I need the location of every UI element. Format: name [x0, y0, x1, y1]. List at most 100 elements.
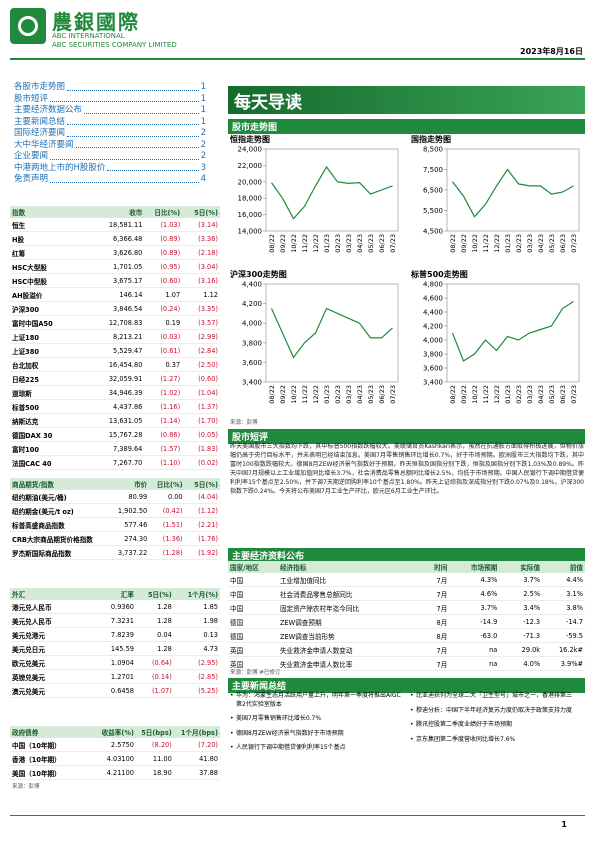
header-cell: 商品期货/指数 [10, 478, 95, 490]
bullet: • [230, 692, 234, 699]
cell: 7月 [413, 600, 450, 615]
cell: 18.90 [135, 765, 174, 780]
header-cell: 收益率(%) [85, 726, 136, 738]
table-row: 中国（10年期） 2.5750 (8.20) (7.20) [10, 738, 220, 752]
cell: 纳斯达克 [10, 413, 86, 428]
y-tick-label: 4,600 [423, 295, 443, 303]
cell: 恒生 [10, 218, 86, 232]
table-row: 标普500 4,437.86 (1.16) (1.37) [10, 399, 220, 414]
cell: 德国 [228, 628, 278, 643]
cell: (3.04) [182, 259, 220, 274]
mini-chart: 国指走势图 4,500 5,500 6,500 7,500 8,500 08/22 09/22… [411, 134, 580, 253]
y-tick-label: 4,200 [242, 300, 262, 308]
cell: 32,059.91 [85, 371, 145, 386]
cell: 7,389.64 [85, 441, 145, 456]
section-band: 股市走势图 [228, 119, 585, 134]
cell: 4.6% [449, 586, 500, 601]
date: 2023年8月16日 [520, 47, 583, 56]
news-text: 穆迪分析：中国下半年经济复苏力度仍取决于政策支持力度 [416, 706, 573, 714]
news-item: • 人民银行下调中期借贷便利利率15个基点 [230, 744, 405, 753]
y-tick-label: 22,000 [238, 162, 263, 170]
cell: 美元兑港元 [10, 627, 86, 642]
cell: 1,902.50 [94, 503, 150, 518]
y-tick-label: 16,000 [238, 211, 263, 219]
cell: (3.36) [182, 231, 220, 246]
cell: 0.19 [144, 315, 183, 330]
source: 来源：彭博 [230, 420, 258, 426]
header-cell: 市场预期 [449, 561, 500, 573]
cell: 1.28 [135, 613, 174, 628]
table-row: AH股溢价 146.14 1.07 1.12 [10, 287, 220, 302]
x-tick-label: 05/23 [548, 234, 556, 253]
index-line [451, 300, 574, 362]
news-text: 京东集团第二季度营收同比增长7.6% [416, 735, 516, 743]
plot-frame [446, 283, 580, 383]
table-row: 台北加权 16,454.80 0.37 (2.50) [10, 357, 220, 372]
cell: 中国 [228, 600, 278, 615]
table-row: 纽约期油(美元/桶) 80.99 0.00 (4.04) [10, 490, 220, 504]
cell: 80.99 [94, 490, 150, 504]
cell: 4.3% [449, 573, 500, 587]
chart-title: 国指走势图 [411, 134, 451, 144]
cell: 577.46 [94, 517, 150, 532]
cell: 美元兑人民币 [10, 613, 86, 628]
table-row: 港元兑人民币 0.9360 1.28 1.85 [10, 600, 220, 614]
x-tick-label: 07/23 [570, 234, 578, 253]
cell: 工业增加值同比 [277, 573, 414, 587]
x-tick-label: 09/22 [460, 234, 468, 253]
table-row: 澳元兑美元 0.6458 (1.07) (5.25) [10, 683, 220, 698]
toc-page: 2 [200, 139, 206, 150]
cell: (1.10) [144, 455, 183, 470]
x-tick-label: 05/23 [548, 385, 556, 404]
cell: (2.84) [182, 343, 220, 358]
table: 政府债券 收益率(%) 5日(bps) 1个月(bps) 中国（10年期） 2.5750(… [10, 726, 220, 780]
x-tick-label: 06/23 [378, 234, 386, 253]
table-row: 美国（10年期） 4.21100 18.90 37.88 [10, 765, 220, 780]
econ-table: 国家/地区 经济指标 时间 市场预期 实际值 前值 中国 工业增加值同比 7月 4.3% 3.7% 4… [228, 561, 585, 671]
x-tick-label: 02/23 [334, 385, 342, 404]
cell: 8月 [413, 628, 450, 643]
news-text: 腾讯控股第二季度业绩好于市场预期 [416, 721, 513, 728]
cell: 台北加权 [10, 357, 86, 372]
cell: (0.86) [144, 427, 183, 442]
cell: 英国 [228, 642, 278, 657]
toc-leader [50, 174, 199, 183]
cell: 4.21100 [85, 765, 136, 780]
x-tick-label: 07/23 [389, 385, 397, 404]
cell: (0.95) [144, 259, 183, 274]
header-cell: 政府债券 [10, 726, 86, 738]
cell: 1.2701 [85, 669, 136, 684]
toc-page: 1 [200, 116, 206, 127]
cell: 中国 [228, 586, 278, 601]
cell: 145.59 [85, 641, 136, 656]
cell: (1.70) [182, 413, 220, 428]
table-row: 罗杰斯国际商品指数 3,737.22 (1.28) (1.92) [10, 545, 220, 560]
y-tick-label: 24,000 [238, 146, 263, 154]
x-tick-label: 04/23 [356, 234, 364, 253]
cell: (2.21) [184, 517, 220, 532]
cell: -12.3 [499, 614, 543, 629]
cell: 16.2k# [542, 642, 585, 657]
cell: 4.03100 [85, 751, 136, 766]
x-tick-label: 04/23 [356, 385, 364, 404]
x-tick-label: 03/23 [345, 385, 353, 404]
x-tick-label: 01/23 [504, 385, 512, 404]
cell: 红筹 [10, 245, 86, 260]
x-tick-label: 06/23 [559, 385, 567, 404]
header-cell: 实际值 [499, 561, 543, 573]
cell: 3,675.17 [85, 273, 145, 288]
cell: 1.07 [144, 287, 183, 302]
header-cell: 5日(%) [184, 478, 220, 490]
header-cell: 5日(%) [135, 588, 174, 600]
news-item: • 穆迪分析：中国下半年经济复苏力度仍取决于政策支持力度 [410, 707, 585, 716]
cell: 2.5% [499, 586, 543, 601]
cell: 8月 [413, 614, 450, 629]
cell: 中国（10年期） [10, 738, 86, 752]
toc-title: 主要经济数据公布 [14, 105, 83, 115]
bullet: • [230, 729, 234, 737]
cell: (0.64) [135, 655, 174, 670]
header-cell: 汇率 [85, 588, 136, 600]
toc-item: 中港两地上市的H股股价 3 [14, 163, 206, 175]
news-text: 美国7月零售销售环比增长0.7% [236, 715, 322, 722]
cell: -14.7 [542, 614, 585, 629]
